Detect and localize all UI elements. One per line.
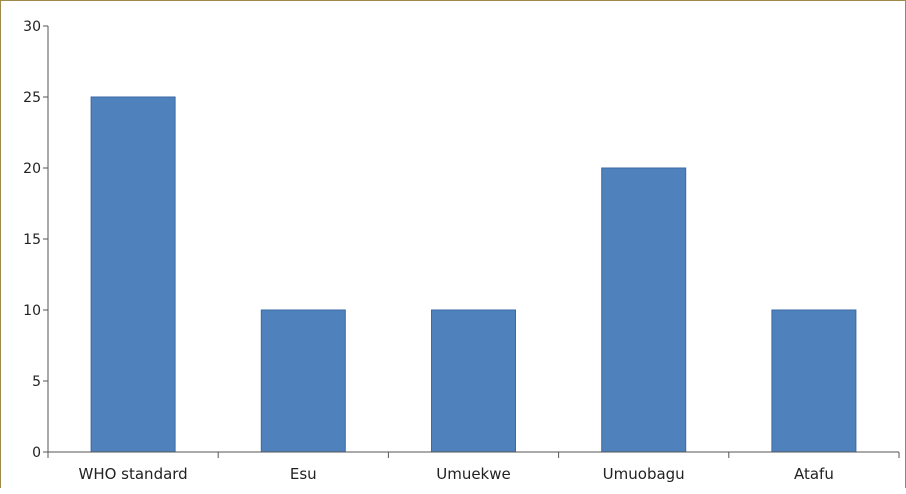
x-tick-label: Esu xyxy=(290,465,317,483)
bar-who-standard xyxy=(90,96,176,453)
x-tick-labels: WHO standard Esu Umuekwe Umuobagu Atafu xyxy=(78,465,833,483)
bar-umuobagu xyxy=(601,167,687,453)
axes xyxy=(43,25,900,458)
bar-esu xyxy=(260,309,346,453)
x-tick-label: Umuekwe xyxy=(436,465,511,483)
bar-umuekwe xyxy=(431,309,516,453)
x-tick-label: WHO standard xyxy=(78,465,187,483)
y-tick-label: 5 xyxy=(32,374,41,390)
x-tick-label: Umuobagu xyxy=(603,465,685,483)
y-tick-label: 15 xyxy=(23,232,41,248)
y-tick-label: 25 xyxy=(23,90,41,106)
bar-atafu xyxy=(771,309,857,453)
y-tick-label: 20 xyxy=(23,161,41,177)
y-tick-labels: 0 5 10 15 20 25 30 xyxy=(23,19,41,461)
y-tick-label: 10 xyxy=(23,303,41,319)
y-tick-label: 30 xyxy=(23,19,41,35)
y-tick-label: 0 xyxy=(32,445,41,461)
x-tick-label: Atafu xyxy=(794,465,834,483)
bars xyxy=(90,96,857,453)
